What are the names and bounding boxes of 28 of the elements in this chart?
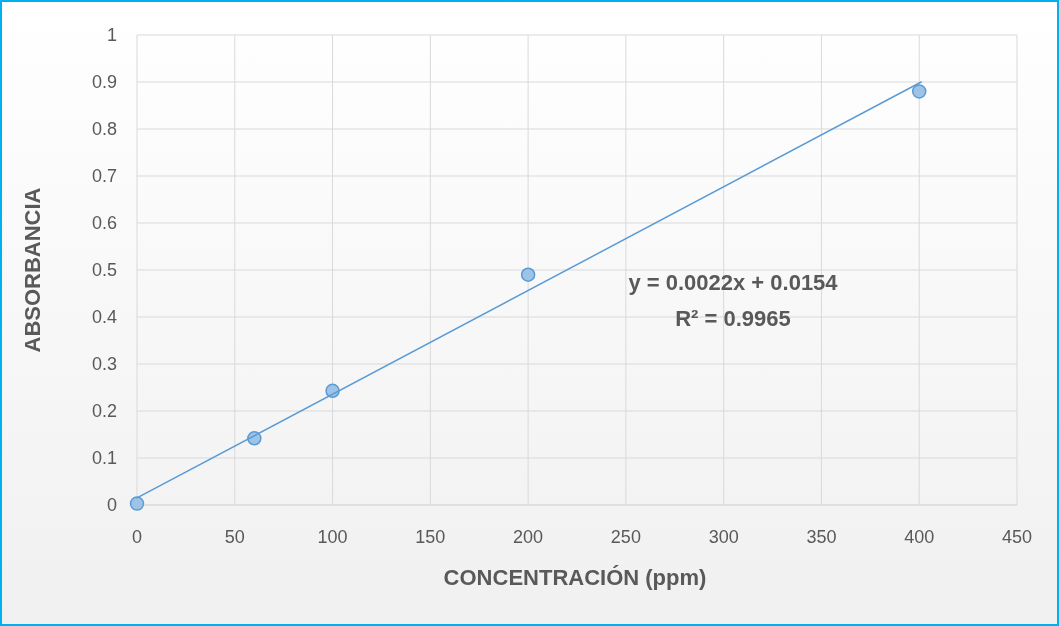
- point: [911, 84, 927, 99]
- y-axis-title: ABSORBANCIA: [20, 187, 45, 353]
- x-tick-label: 200: [513, 527, 544, 547]
- x-tick-label: 350: [806, 527, 837, 547]
- y-tick-label: 1: [106, 25, 117, 46]
- x-tick-label: 150: [415, 527, 446, 547]
- point: [520, 267, 536, 282]
- y-tick-label: 0.7: [91, 166, 117, 187]
- x-tick-label: 450: [1001, 527, 1033, 547]
- x-tick-label: 0: [131, 527, 143, 547]
- y-tick-label: 0.5: [91, 260, 117, 281]
- annotation: y = 0.0022x + 0.0154: [628, 269, 839, 295]
- y-tick-label: 0.8: [91, 119, 117, 140]
- y-tick-label: 0.6: [91, 213, 117, 234]
- annotation: R² = 0.9965: [675, 305, 791, 331]
- y-tick-label: 0.9: [91, 72, 117, 93]
- y-tick-label: 0.2: [91, 401, 117, 422]
- x-tick-label: 300: [708, 527, 739, 547]
- x-tick-label: 250: [610, 527, 641, 547]
- point: [129, 496, 145, 511]
- y-tick-label: 0: [106, 495, 117, 516]
- y-tick-label: 0.4: [91, 307, 117, 328]
- x-tick-label: 400: [904, 527, 935, 547]
- y-tick-label: 0.3: [91, 354, 117, 375]
- x-tick-label: 50: [224, 527, 245, 547]
- y-tick-label: 0.1: [91, 448, 117, 469]
- x-axis-title: CONCENTRACIÓN (ppm): [443, 565, 707, 590]
- x-tick-label: 100: [317, 527, 348, 547]
